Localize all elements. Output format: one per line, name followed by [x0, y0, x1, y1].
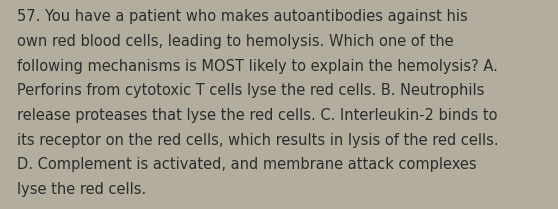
Text: own red blood cells, leading to hemolysis. Which one of the: own red blood cells, leading to hemolysi… [17, 34, 453, 49]
Text: lyse the red cells.: lyse the red cells. [17, 182, 146, 197]
Text: Perforins from cytotoxic T cells lyse the red cells. B. Neutrophils: Perforins from cytotoxic T cells lyse th… [17, 83, 484, 98]
Text: 57. You have a patient who makes autoantibodies against his: 57. You have a patient who makes autoant… [17, 9, 468, 24]
Text: D. Complement is activated, and membrane attack complexes: D. Complement is activated, and membrane… [17, 157, 477, 172]
Text: release proteases that lyse the red cells. C. Interleukin-2 binds to: release proteases that lyse the red cell… [17, 108, 497, 123]
Text: following mechanisms is MOST likely to explain the hemolysis? A.: following mechanisms is MOST likely to e… [17, 59, 498, 74]
Text: its receptor on the red cells, which results in lysis of the red cells.: its receptor on the red cells, which res… [17, 133, 498, 148]
